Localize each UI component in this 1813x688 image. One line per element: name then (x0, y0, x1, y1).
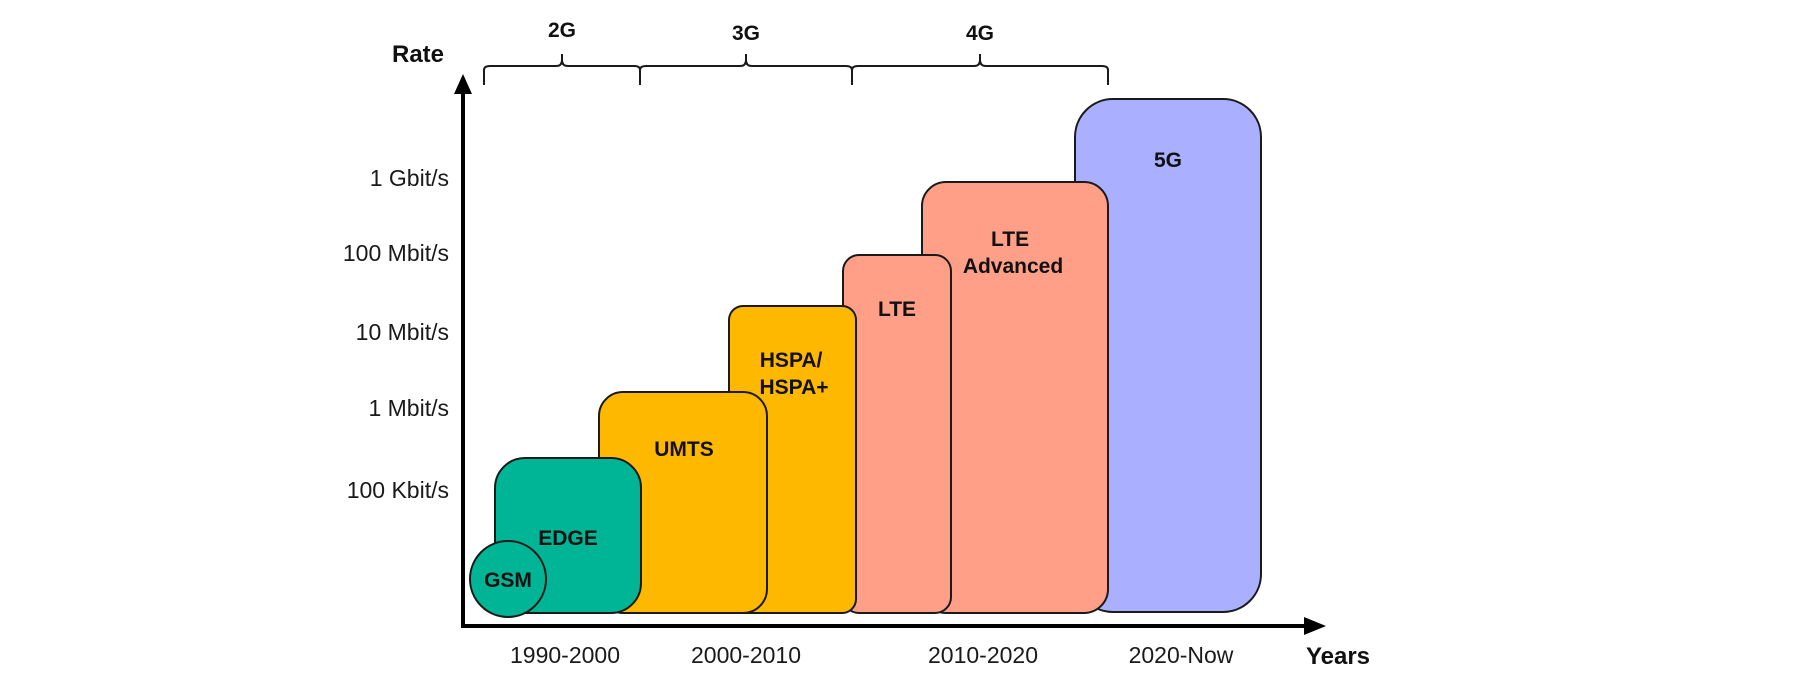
generation-3g: 3G (732, 22, 760, 45)
label-hspa: HSPA/ HSPA+ (759, 349, 828, 399)
technology-boxes (469, 98, 1262, 618)
label-edge: EDGE (538, 527, 598, 550)
rate-tick-10mbit: 10 Mbit/s (356, 319, 449, 345)
year-tick-2020-now: 2020-Now (1129, 642, 1234, 668)
rate-tick-1mbit: 1 Mbit/s (368, 395, 449, 421)
year-tick-1990-2000: 1990-2000 (510, 642, 620, 668)
y-axis-title: Rate (392, 41, 444, 68)
year-tick-labels: 1990-2000 2000-2010 2010-2020 2020-Now (510, 642, 1234, 668)
axes: Rate Years (392, 41, 1370, 670)
box-gsm (469, 540, 547, 618)
label-lte-advanced: LTE Advanced (963, 228, 1063, 278)
rate-tick-labels: 1 Gbit/s 100 Mbit/s 10 Mbit/s 1 Mbit/s 1… (343, 165, 449, 503)
label-gsm: GSM (484, 569, 532, 592)
x-axis-arrowhead (1304, 617, 1326, 635)
y-axis-arrowhead (454, 74, 472, 94)
generation-braces: 2G 3G 4G (483, 19, 1109, 85)
label-lte: LTE (878, 298, 916, 321)
brace-4g (851, 54, 1109, 85)
brace-2g (483, 54, 641, 85)
label-5g: 5G (1154, 149, 1182, 172)
rate-tick-100mbit: 100 Mbit/s (343, 240, 449, 266)
generation-4g: 4G (966, 22, 994, 45)
rate-tick-100kbit: 100 Kbit/s (347, 477, 449, 503)
rate-tick-1gbit: 1 Gbit/s (370, 165, 449, 191)
label-umts: UMTS (654, 438, 714, 461)
generation-2g: 2G (548, 19, 576, 42)
x-axis-title: Years (1306, 643, 1370, 670)
year-tick-2010-2020: 2010-2020 (928, 642, 1038, 668)
year-tick-2000-2010: 2000-2010 (691, 642, 801, 668)
technology-labels: 5G LTE Advanced LTE HSPA/ HSPA+ UMTS EDG… (484, 149, 1182, 592)
brace-3g (639, 54, 853, 85)
